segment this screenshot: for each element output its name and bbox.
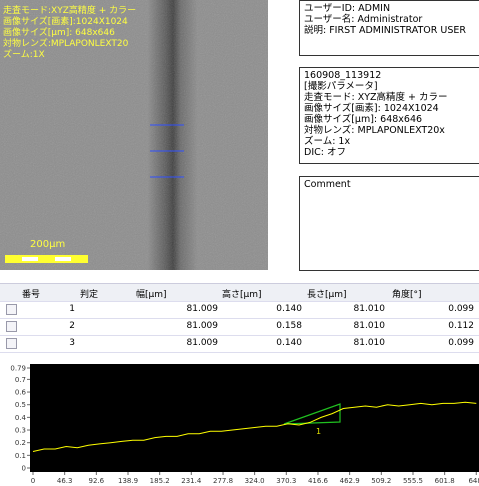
y-tick-label: 0: [22, 465, 26, 473]
x-tick-label: 0: [31, 477, 35, 485]
info-line: 160908_113912: [304, 70, 475, 81]
y-tick-label: 0.6: [15, 389, 27, 397]
header-cell: 高さ[μm]: [222, 287, 262, 300]
x-tick-label: 370.3: [276, 477, 296, 485]
y-tick-label: 0.79: [10, 365, 26, 373]
header-cell: 角度[°]: [392, 287, 422, 300]
table-cell: 0.140: [276, 338, 302, 348]
x-tick-label: 462.9: [340, 477, 360, 485]
overlay-text: 走査モード:XYZ高精度 + カラー: [3, 4, 136, 16]
table-header: 番号 判定 幅[μm] 高さ[μm] 長さ[μm] 角度[°]: [0, 283, 479, 302]
x-tick-label: 92.6: [89, 477, 105, 485]
scale-label: 200μm: [30, 239, 65, 250]
table-cell: 81.010: [354, 304, 386, 314]
x-tick-label: 277.8: [213, 477, 233, 485]
header-cell: 長さ[μm]: [307, 287, 347, 300]
user-line: ユーザー名: Administrator: [304, 14, 475, 25]
overlay-text: 画像サイズ[μm]: 648x646: [3, 26, 115, 38]
header-cell: 番号: [22, 287, 40, 300]
user-line: ユーザーID: ADMIN: [304, 3, 475, 14]
table-row: 2 81.009 0.158 81.010 0.112: [0, 318, 479, 336]
profile-chart: 0 0.1 0.2 0.3 0.4 0.5 0.6 0.7 0.79 0 46.3 92.6 138.9…: [0, 362, 479, 486]
table-cell: 81.010: [354, 338, 386, 348]
comment-box: Comment: [299, 176, 479, 271]
info-box: 160908_113912[撮影パラメータ]走査モード: XYZ高精度 + カラ…: [299, 67, 479, 164]
table-cell: 0.158: [276, 321, 302, 331]
overlay-text: 画像サイズ[画素]:1024X1024: [3, 15, 128, 27]
y-tick-label: 0.5: [15, 401, 26, 409]
table-cell: 81.009: [187, 304, 219, 314]
x-tick-label: 555.5: [403, 477, 423, 485]
y-tick-label: 0.7: [15, 376, 26, 384]
table-cell: 81.010: [354, 321, 386, 331]
table-cell: 2: [69, 321, 75, 331]
y-tick-label: 0.4: [15, 414, 27, 422]
table-cell: 1: [69, 304, 75, 314]
x-tick-label: 648.: [468, 477, 479, 485]
x-tick-label: 509.2: [371, 477, 391, 485]
micrograph: 走査モード:XYZ高精度 + カラー画像サイズ[画素]:1024X1024画像サ…: [0, 0, 268, 270]
checkbox: [6, 321, 17, 332]
plot-area: [30, 364, 479, 472]
table-row: 3 81.009 0.140 81.010 0.099: [0, 335, 479, 353]
table-cell: 0.140: [276, 304, 302, 314]
info-line: DIC: オフ: [304, 147, 475, 158]
table-cell: 3: [69, 338, 75, 348]
table-cell: 0.112: [448, 321, 474, 331]
table-cell: 81.009: [187, 338, 219, 348]
y-tick-label: 0.1: [15, 452, 26, 460]
x-tick-label: 324.0: [245, 477, 265, 485]
overlay-text: ズーム:1X: [3, 48, 45, 60]
header-cell: 幅[μm]: [136, 287, 167, 300]
checkbox: [6, 304, 17, 315]
scale-bar: [5, 255, 88, 263]
x-tick-label: 185.2: [150, 477, 170, 485]
x-tick-label: 601.8: [435, 477, 455, 485]
checkbox: [6, 338, 17, 349]
comment-label: Comment: [304, 179, 475, 190]
scale-bar-seg: [55, 257, 71, 261]
info-line: 画像サイズ[画素]: 1024X1024: [304, 103, 475, 114]
table-row: 1 81.009 0.140 81.010 0.099: [0, 301, 479, 319]
x-tick-label: 46.3: [57, 477, 73, 485]
info-line: ズーム: 1x: [304, 136, 475, 147]
scale-bar-seg: [22, 257, 38, 261]
x-tick-label: 231.4: [181, 477, 202, 485]
table-cell: 0.099: [448, 338, 474, 348]
user-line: 説明: FIRST ADMINISTRATOR USER: [304, 25, 475, 36]
y-tick-label: 0.3: [15, 427, 26, 435]
table-cell: 81.009: [187, 321, 219, 331]
info-line: 走査モード: XYZ高精度 + カラー: [304, 92, 475, 103]
info-line: [撮影パラメータ]: [304, 81, 475, 92]
info-line: 画像サイズ[μm]: 648x646: [304, 114, 475, 125]
table-cell: 0.099: [448, 304, 474, 314]
y-tick-label: 0.2: [15, 439, 26, 447]
info-line: 対物レンズ: MPLAPONLEXT20x: [304, 125, 475, 136]
annotation: 1: [316, 427, 321, 436]
page: {"image":{"overlay":["走査モード:XYZ高精度 + カラー…: [0, 0, 479, 486]
x-tick-label: 416.6: [308, 477, 329, 485]
header-cell: 判定: [80, 287, 98, 300]
x-tick-label: 138.9: [118, 477, 138, 485]
overlay-text: 対物レンズ:MPLAPONLEXT20: [3, 37, 129, 49]
